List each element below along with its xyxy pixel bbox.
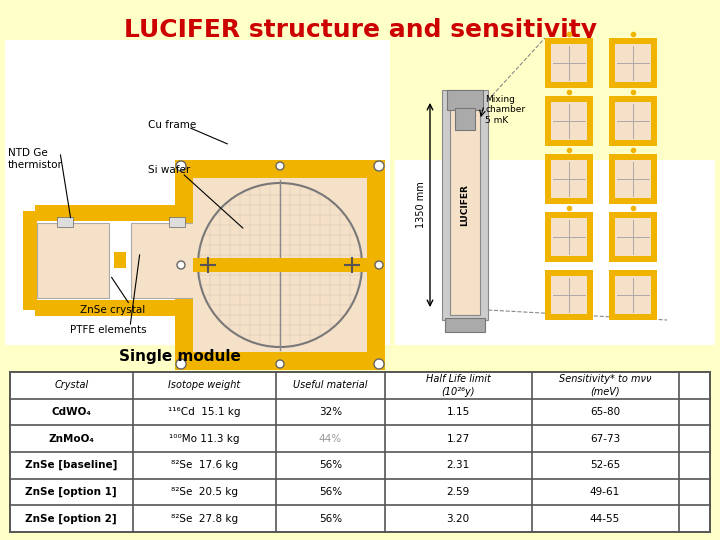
Circle shape [375, 261, 383, 269]
Text: 3.20: 3.20 [446, 514, 469, 524]
Bar [615, 218, 651, 256]
Text: 56%: 56% [319, 487, 342, 497]
Text: 67-73: 67-73 [590, 434, 620, 444]
Text: 44-55: 44-55 [590, 514, 620, 524]
Circle shape [177, 261, 185, 269]
Text: ⁸²Se  20.5 kg: ⁸²Se 20.5 kg [171, 487, 238, 497]
Bar [455, 108, 475, 130]
Bar [395, 160, 715, 345]
Bar [615, 276, 651, 314]
Bar [545, 270, 593, 320]
Text: ZnSe [baseline]: ZnSe [baseline] [25, 460, 117, 470]
Circle shape [276, 360, 284, 368]
Bar [445, 318, 485, 332]
Circle shape [176, 359, 186, 369]
Bar [545, 154, 593, 204]
Bar [193, 258, 367, 272]
Text: 1.27: 1.27 [446, 434, 469, 444]
Bar [545, 38, 593, 88]
Text: LUCIFER structure and sensitivity: LUCIFER structure and sensitivity [124, 18, 596, 42]
Text: Sensitivity* to mνν
(meV): Sensitivity* to mνν (meV) [559, 374, 652, 396]
Bar [551, 44, 587, 82]
Text: 2.31: 2.31 [446, 460, 469, 470]
Text: ¹⁰⁰Mo 11.3 kg: ¹⁰⁰Mo 11.3 kg [169, 434, 240, 444]
Bar [615, 160, 651, 198]
Bar [450, 95, 480, 315]
Text: 44%: 44% [319, 434, 342, 444]
Bar [35, 300, 205, 315]
Text: PTFE elements: PTFE elements [70, 325, 147, 335]
Text: ZnMoO₄: ZnMoO₄ [48, 434, 94, 444]
Circle shape [176, 161, 186, 171]
Bar [551, 160, 587, 198]
Text: Si wafer: Si wafer [148, 165, 190, 175]
Bar [10, 372, 710, 532]
Bar [57, 217, 73, 226]
Text: Useful material: Useful material [293, 380, 367, 390]
Bar [35, 205, 205, 220]
Text: 1350 mm: 1350 mm [416, 181, 426, 228]
Text: ZnSe [option 2]: ZnSe [option 2] [25, 514, 117, 524]
Text: ⁸²Se  17.6 kg: ⁸²Se 17.6 kg [171, 460, 238, 470]
Text: 1.15: 1.15 [446, 407, 469, 417]
Bar [5, 40, 390, 345]
Text: 65-80: 65-80 [590, 407, 620, 417]
Bar [175, 160, 385, 370]
Bar [447, 90, 483, 110]
Bar [131, 222, 203, 298]
Bar [114, 252, 126, 268]
Text: CdWO₄: CdWO₄ [51, 407, 91, 417]
Bar [615, 102, 651, 140]
Text: Isotope weight: Isotope weight [168, 380, 240, 390]
Text: 49-61: 49-61 [590, 487, 620, 497]
Bar [23, 211, 37, 309]
Text: Mixing
chamber
5 mK: Mixing chamber 5 mK [485, 95, 525, 125]
Bar [609, 212, 657, 262]
Bar [609, 154, 657, 204]
Text: 52-65: 52-65 [590, 460, 620, 470]
Text: 56%: 56% [319, 514, 342, 524]
Bar [551, 276, 587, 314]
Circle shape [374, 359, 384, 369]
Bar [551, 102, 587, 140]
Text: NTD Ge
thermistor: NTD Ge thermistor [8, 148, 63, 170]
Bar [609, 96, 657, 146]
Text: Crystal: Crystal [54, 380, 89, 390]
Text: Half Life limit
(10²⁶y): Half Life limit (10²⁶y) [426, 374, 490, 396]
Circle shape [374, 161, 384, 171]
Text: 32%: 32% [319, 407, 342, 417]
Bar [545, 212, 593, 262]
Text: ZnSe [option 1]: ZnSe [option 1] [25, 487, 117, 497]
Bar [442, 90, 488, 320]
Text: ⁸²Se  27.8 kg: ⁸²Se 27.8 kg [171, 514, 238, 524]
Bar [615, 44, 651, 82]
Text: LUCIFER: LUCIFER [461, 184, 469, 226]
Circle shape [276, 162, 284, 170]
Text: Single module: Single module [119, 349, 241, 364]
Text: Cu frame: Cu frame [148, 120, 197, 130]
Bar [609, 270, 657, 320]
Bar [193, 178, 367, 352]
Text: 56%: 56% [319, 460, 342, 470]
Text: 2.59: 2.59 [446, 487, 469, 497]
Bar [37, 222, 109, 298]
Text: ZnSe crystal: ZnSe crystal [80, 305, 145, 315]
Bar [203, 211, 217, 309]
Bar [551, 218, 587, 256]
Bar [609, 38, 657, 88]
Bar [545, 96, 593, 146]
Bar [169, 217, 185, 226]
Text: ¹¹⁶Cd  15.1 kg: ¹¹⁶Cd 15.1 kg [168, 407, 240, 417]
